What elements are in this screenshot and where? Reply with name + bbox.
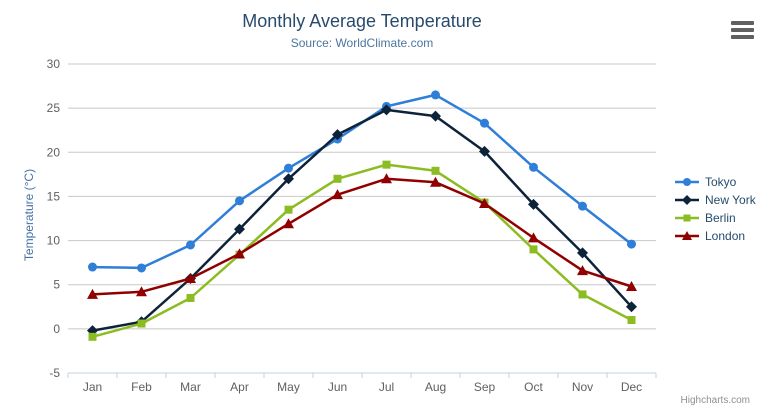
new-york-marker-oct[interactable] bbox=[528, 198, 539, 210]
berlin-marker-nov[interactable] bbox=[578, 290, 587, 299]
london-marker-aug[interactable] bbox=[430, 176, 441, 187]
x-axis-label: Jun bbox=[328, 380, 347, 394]
berlin-marker-mar[interactable] bbox=[186, 293, 195, 302]
berlin-marker-may[interactable] bbox=[284, 205, 293, 214]
berlin-marker-jun[interactable] bbox=[333, 174, 342, 183]
legend-item-tokyo[interactable]: Tokyo bbox=[674, 173, 756, 191]
berlin-marker-feb[interactable] bbox=[137, 319, 146, 328]
new-york-marker-sep[interactable] bbox=[479, 145, 490, 157]
legend-item-new-york[interactable]: New York bbox=[674, 191, 756, 209]
y-axis-label: 15 bbox=[47, 189, 61, 203]
tokyo-marker-aug[interactable] bbox=[431, 90, 440, 100]
new-york-marker-aug[interactable] bbox=[430, 110, 441, 122]
berlin-marker-aug[interactable] bbox=[431, 166, 440, 175]
new-york-legend-marker bbox=[682, 195, 692, 205]
x-axis-label: Oct bbox=[524, 380, 543, 394]
tokyo-legend-marker bbox=[683, 178, 691, 186]
y-axis-label: 30 bbox=[47, 57, 61, 71]
london-marker-apr[interactable] bbox=[234, 248, 245, 259]
hamburger-icon bbox=[731, 21, 755, 39]
credits-link[interactable]: Highcharts.com bbox=[680, 395, 750, 406]
new-york-marker-dec[interactable] bbox=[626, 301, 637, 313]
tokyo-marker-apr[interactable] bbox=[235, 196, 244, 206]
london-marker-mar[interactable] bbox=[185, 273, 196, 284]
chart-title: Monthly Average Temperature bbox=[242, 11, 482, 31]
series-line-tokyo[interactable] bbox=[91, 93, 633, 270]
x-axis-label: Dec bbox=[621, 380, 642, 394]
london-marker-jan[interactable] bbox=[87, 288, 98, 299]
tokyo-marker-may[interactable] bbox=[284, 163, 293, 173]
london-marker-may[interactable] bbox=[283, 218, 294, 229]
x-axis-label: Nov bbox=[572, 380, 593, 394]
x-axis-label: Mar bbox=[180, 380, 201, 394]
london-marker-sep[interactable] bbox=[479, 197, 490, 208]
berlin-legend-marker bbox=[683, 214, 691, 222]
berlin-marker-jul[interactable] bbox=[382, 160, 391, 169]
y-axis-label: 0 bbox=[53, 322, 60, 336]
tokyo-marker-feb[interactable] bbox=[137, 263, 146, 273]
legend-label: Tokyo bbox=[705, 175, 737, 189]
tokyo-marker-oct[interactable] bbox=[529, 162, 538, 172]
london-marker-feb[interactable] bbox=[136, 286, 147, 297]
london-legend-triangle-icon bbox=[675, 231, 699, 240]
london-marker-jun[interactable] bbox=[332, 189, 343, 200]
tokyo-marker-sep[interactable] bbox=[480, 118, 489, 128]
legend-label: London bbox=[705, 229, 746, 243]
x-axis-label: Aug bbox=[425, 380, 446, 394]
chart-subtitle: Source: WorldClimate.com bbox=[290, 36, 434, 50]
y-axis-label: 20 bbox=[47, 145, 61, 159]
london-legend-marker bbox=[682, 231, 692, 240]
london-marker-jul[interactable] bbox=[381, 173, 392, 184]
tokyo-marker-dec[interactable] bbox=[627, 239, 636, 249]
legend-item-berlin[interactable]: Berlin bbox=[674, 209, 756, 227]
london-marker-nov[interactable] bbox=[577, 265, 588, 276]
x-axis-label: Jan bbox=[83, 380, 102, 394]
london-marker-oct[interactable] bbox=[528, 232, 539, 243]
tokyo-legend-circle-icon bbox=[675, 178, 699, 186]
berlin-marker-oct[interactable] bbox=[529, 245, 538, 254]
new-york-marker-jun[interactable] bbox=[332, 129, 343, 141]
x-axis-label: May bbox=[277, 380, 300, 394]
legend-item-london[interactable]: London bbox=[674, 227, 756, 245]
export-menu-button[interactable] bbox=[731, 21, 755, 39]
y-axis-title: Temperature (°C) bbox=[22, 168, 36, 262]
berlin-legend-square-icon bbox=[675, 214, 699, 222]
tokyo-marker-mar[interactable] bbox=[186, 240, 195, 250]
legend-label: Berlin bbox=[705, 211, 736, 225]
london-marker-dec[interactable] bbox=[626, 280, 637, 291]
series-line-london[interactable] bbox=[91, 177, 633, 296]
x-axis-label: Sep bbox=[474, 380, 496, 394]
legend-label: New York bbox=[705, 193, 756, 207]
y-axis-label: 5 bbox=[53, 278, 60, 292]
x-axis-label: Jul bbox=[379, 380, 394, 394]
berlin-marker-dec[interactable] bbox=[627, 316, 636, 325]
new-york-marker-apr[interactable] bbox=[234, 223, 245, 235]
new-york-legend-diamond-icon bbox=[675, 195, 699, 205]
tokyo-marker-jan[interactable] bbox=[88, 262, 97, 272]
series-line-new-york[interactable] bbox=[91, 108, 633, 332]
series-line-berlin[interactable] bbox=[91, 163, 633, 339]
x-axis-label: Feb bbox=[131, 380, 152, 394]
new-york-marker-may[interactable] bbox=[283, 173, 294, 185]
legend: Tokyo New York Berlin London bbox=[674, 173, 756, 245]
tokyo-marker-nov[interactable] bbox=[578, 201, 587, 211]
berlin-marker-jan[interactable] bbox=[88, 332, 97, 341]
y-axis-label: 10 bbox=[47, 234, 61, 248]
y-axis-label: 25 bbox=[47, 101, 61, 115]
y-axis-label: -5 bbox=[49, 366, 60, 380]
x-axis-label: Apr bbox=[230, 380, 249, 394]
new-york-marker-nov[interactable] bbox=[577, 247, 588, 259]
new-york-marker-jul[interactable] bbox=[381, 104, 392, 116]
